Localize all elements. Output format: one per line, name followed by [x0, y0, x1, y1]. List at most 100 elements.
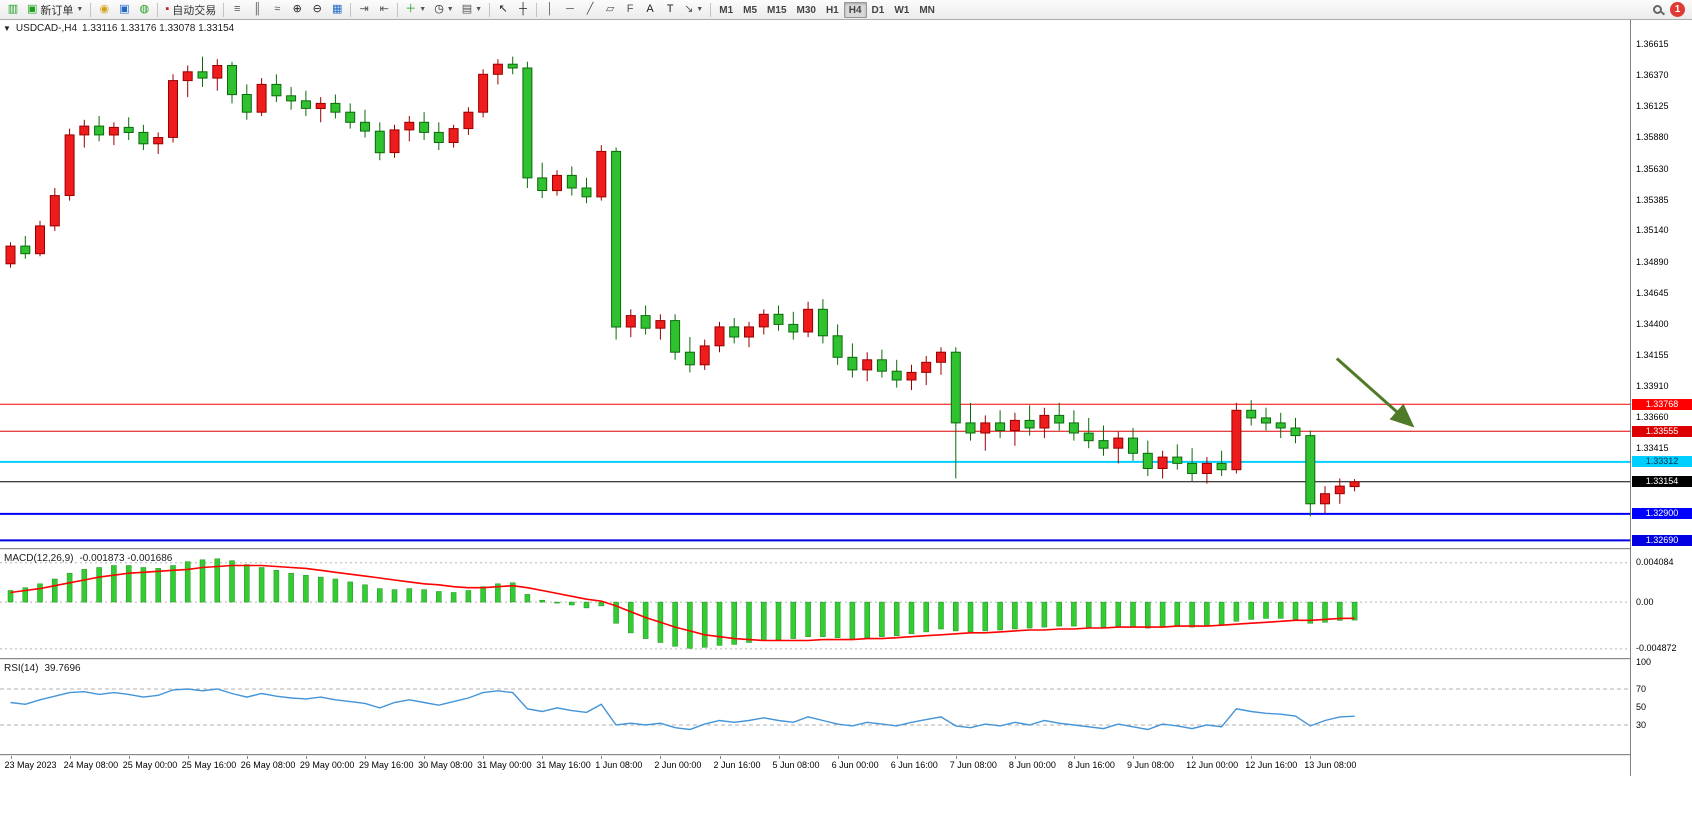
time-tick — [69, 756, 71, 759]
macd-indicator-pane[interactable] — [0, 550, 1630, 658]
bar-chart-button[interactable]: ≡ — [227, 1, 247, 19]
label-button[interactable]: T — [660, 1, 680, 19]
pane-separator[interactable] — [0, 548, 1692, 550]
timeframe-m30[interactable]: M30 — [796, 4, 816, 16]
divider — [489, 2, 491, 17]
channel-button[interactable]: ▱ — [600, 1, 620, 19]
search-icon[interactable] — [1653, 5, 1662, 14]
market-button[interactable]: ▣ — [114, 1, 134, 19]
time-axis-label: 8 Jun 16:00 — [1067, 760, 1115, 770]
timeframe-h1[interactable]: H1 — [825, 4, 839, 16]
auto-scroll-button[interactable]: ⇥ — [354, 1, 374, 19]
time-tick — [424, 756, 426, 759]
text-button[interactable]: A — [640, 1, 660, 19]
community-button[interactable]: ◍ — [134, 1, 154, 19]
time-axis-label: 12 Jun 16:00 — [1245, 760, 1298, 770]
tile-windows-button[interactable]: ▦ — [327, 1, 347, 19]
macd-bar — [687, 601, 693, 649]
candle — [94, 125, 105, 136]
time-axis-label: 31 May 00:00 — [477, 760, 532, 770]
chart-shift-button[interactable]: ⇤ — [374, 1, 394, 19]
timeframe-mn[interactable]: MN — [919, 4, 935, 16]
timeframe-m15[interactable]: M15 — [767, 4, 787, 16]
time-tick — [483, 756, 485, 759]
time-axis[interactable]: 23 May 2023 24 May 08:00 25 May 00:00 25 Ma… — [0, 756, 1630, 774]
price-level-badge: 1.33555 — [1632, 425, 1692, 437]
timeframe-h4[interactable]: H4 — [843, 1, 867, 18]
candle — [1172, 456, 1183, 464]
time-axis-label: 25 May 00:00 — [122, 760, 178, 770]
price-level-badge: 1.32690 — [1632, 534, 1692, 546]
macd-bar — [569, 601, 575, 606]
timeframe-d1[interactable]: D1 — [871, 4, 885, 16]
macd-bar — [1174, 601, 1181, 627]
zoom-out-button[interactable]: ⊖ — [307, 1, 327, 19]
candle — [1305, 435, 1316, 505]
notification-badge[interactable]: 1 — [1670, 2, 1685, 17]
candle — [552, 174, 562, 192]
time-tick — [1192, 756, 1194, 759]
time-axis-label: 2 Jun 00:00 — [654, 760, 702, 770]
candle — [862, 359, 873, 371]
autotrade-label: 自动交易 — [172, 4, 217, 17]
rsi-indicator-pane[interactable] — [0, 660, 1630, 754]
time-tick — [305, 756, 307, 759]
macd-bar — [583, 601, 590, 609]
templates-button[interactable]: ▤ ▼ — [458, 1, 486, 19]
timeframe-w1[interactable]: W1 — [894, 4, 910, 16]
price-axis-label: 1.33910 — [1636, 380, 1669, 391]
indicators-button[interactable]: ＋ ▼ — [401, 1, 430, 19]
price-axis[interactable]: 1.36615 1.36370 1.36125 1.35880 1.35630 1.353… — [1630, 20, 1692, 776]
candle — [1098, 440, 1109, 449]
candle — [1054, 414, 1065, 424]
vertical-line-button[interactable]: │ — [540, 1, 560, 19]
candle — [699, 345, 710, 366]
macd-bar — [953, 601, 959, 632]
macd-bar — [893, 601, 900, 637]
zoom-in-button[interactable]: ⊕ — [287, 1, 307, 19]
time-tick — [660, 756, 662, 759]
candle — [1246, 409, 1257, 419]
crosshair-button[interactable]: ┼ — [513, 1, 533, 19]
arrows-button[interactable]: ↘ ▼ — [680, 1, 707, 19]
chart-menu-icon[interactable]: ▼ — [3, 24, 11, 33]
vertical-line-icon: │ — [546, 3, 554, 15]
macd-bar — [495, 583, 501, 603]
macd-bar — [22, 587, 29, 603]
new-order-button[interactable]: ▣ 新订单 ▼ — [23, 1, 87, 19]
fibonacci-button[interactable]: F — [620, 1, 640, 19]
timeframe-m5[interactable]: M5 — [743, 4, 758, 16]
timeframe-m1[interactable]: M1 — [719, 4, 734, 16]
candle — [936, 351, 946, 363]
trendline-button[interactable]: ╱ — [580, 1, 600, 19]
macd-bar — [391, 589, 398, 603]
autotrade-button[interactable]: ▪ 自动交易 — [161, 1, 220, 19]
metaeditor-button[interactable]: ◉ — [94, 1, 114, 19]
current-price-badge: 1.33154 — [1632, 476, 1692, 488]
annotation-arrow[interactable] — [1335, 357, 1415, 428]
candle — [1157, 456, 1168, 470]
main-price-chart[interactable] — [0, 20, 1630, 548]
candlestick-chart-button[interactable]: ║ — [247, 1, 267, 19]
candle — [980, 422, 991, 434]
price-axis-label: 1.35630 — [1636, 163, 1669, 174]
macd-bar — [997, 601, 1003, 631]
line-chart-icon: ≈ — [274, 3, 281, 15]
community-icon: ◍ — [139, 3, 150, 15]
candle — [197, 71, 208, 79]
macd-bar — [317, 576, 324, 603]
macd-bar — [509, 582, 516, 603]
candle — [1113, 437, 1124, 449]
candle — [995, 422, 1006, 431]
horizontal-line-button[interactable]: ─ — [560, 1, 580, 19]
macd-bar — [199, 559, 206, 603]
macd-bar — [450, 592, 457, 603]
macd-bar — [834, 601, 841, 638]
line-chart-button[interactable]: ≈ — [267, 1, 287, 19]
candle — [256, 83, 267, 113]
cursor-button[interactable]: ↖ — [493, 1, 513, 19]
macd-bar — [406, 588, 413, 603]
pane-separator[interactable] — [0, 658, 1692, 660]
periods-button[interactable]: ◷ ▼ — [430, 1, 458, 19]
time-axis-label: 30 May 08:00 — [418, 760, 473, 770]
